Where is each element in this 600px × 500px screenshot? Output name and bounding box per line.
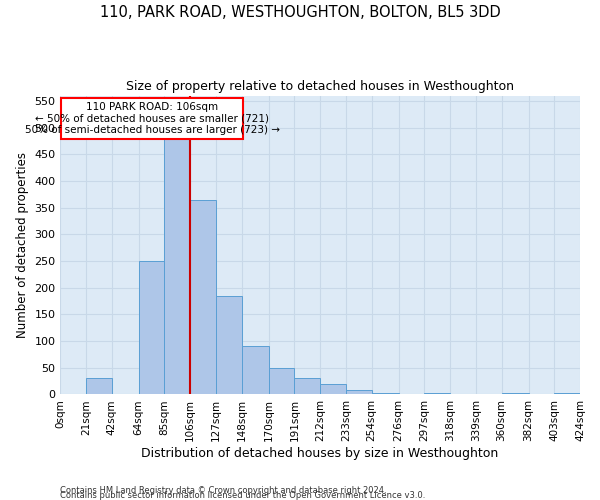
- Text: Contains public sector information licensed under the Open Government Licence v3: Contains public sector information licen…: [60, 491, 425, 500]
- Text: 50% of semi-detached houses are larger (723) →: 50% of semi-detached houses are larger (…: [25, 126, 280, 136]
- Bar: [242, 346, 269, 395]
- Bar: [86, 378, 112, 394]
- X-axis label: Distribution of detached houses by size in Westhoughton: Distribution of detached houses by size …: [142, 447, 499, 460]
- Bar: [424, 393, 450, 394]
- Bar: [346, 390, 371, 394]
- Text: 110, PARK ROAD, WESTHOUGHTON, BOLTON, BL5 3DD: 110, PARK ROAD, WESTHOUGHTON, BOLTON, BL…: [100, 5, 500, 20]
- Bar: [269, 368, 295, 394]
- Bar: [139, 261, 164, 394]
- Title: Size of property relative to detached houses in Westhoughton: Size of property relative to detached ho…: [126, 80, 514, 93]
- Bar: [295, 378, 320, 394]
- Bar: [371, 393, 398, 394]
- Bar: [216, 296, 242, 394]
- Y-axis label: Number of detached properties: Number of detached properties: [16, 152, 29, 338]
- Text: Contains HM Land Registry data © Crown copyright and database right 2024.: Contains HM Land Registry data © Crown c…: [60, 486, 386, 495]
- Text: ← 50% of detached houses are smaller (721): ← 50% of detached houses are smaller (72…: [35, 114, 269, 124]
- Text: 110 PARK ROAD: 106sqm: 110 PARK ROAD: 106sqm: [86, 102, 218, 113]
- Bar: [320, 384, 346, 394]
- Bar: [61, 98, 243, 140]
- Bar: [164, 133, 190, 394]
- Bar: [190, 200, 216, 394]
